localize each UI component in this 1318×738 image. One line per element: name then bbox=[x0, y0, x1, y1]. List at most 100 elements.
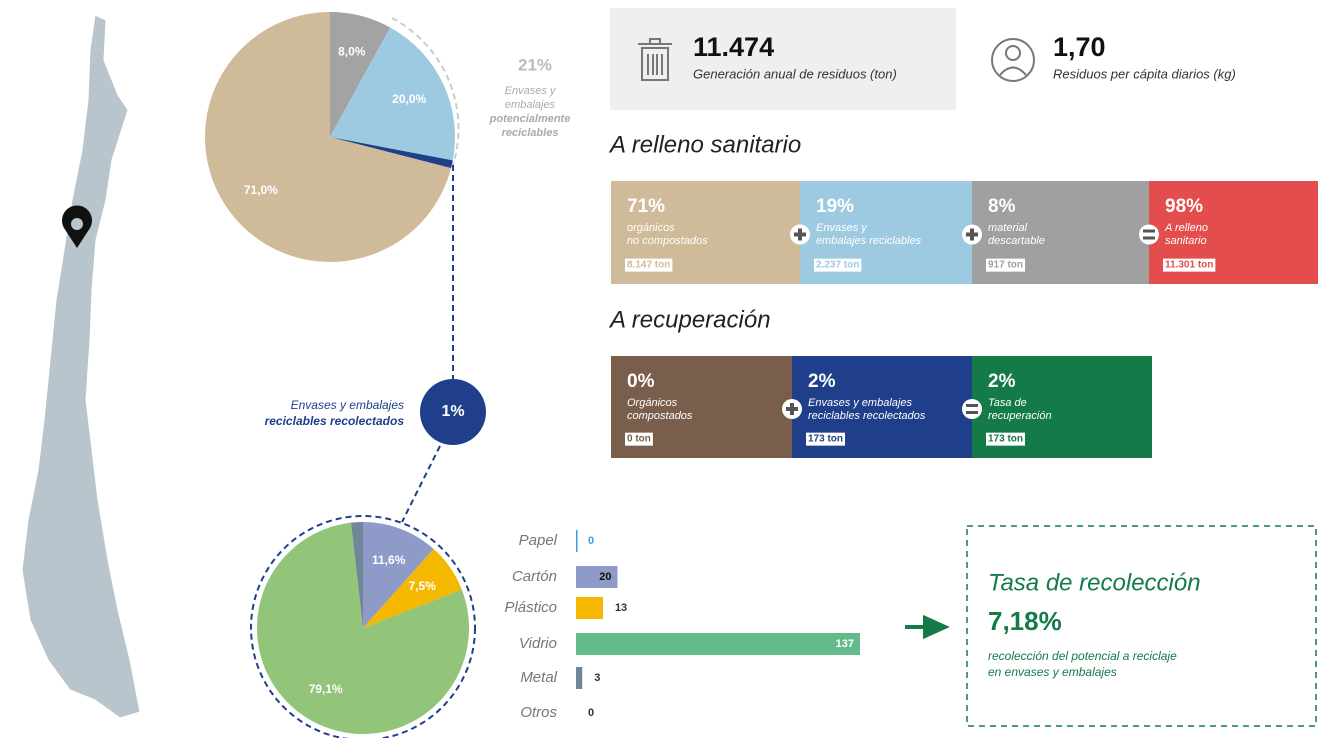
operator bbox=[966, 411, 978, 414]
collected-label: Envases y embalajes bbox=[291, 398, 404, 412]
segment-label: Orgánicos bbox=[627, 397, 678, 409]
bar-value: 20 bbox=[599, 571, 611, 583]
operator bbox=[966, 404, 978, 407]
ton-box bbox=[1163, 258, 1216, 272]
segment-pct: 71% bbox=[627, 196, 665, 217]
segment-label: recuperación bbox=[988, 410, 1052, 422]
rate-value: 7,18% bbox=[988, 606, 1062, 636]
operator bbox=[1139, 224, 1159, 245]
bar bbox=[576, 667, 583, 689]
segment-label: reciclables recolectados bbox=[808, 410, 926, 422]
person-icon bbox=[991, 38, 1035, 82]
segment-pct: 2% bbox=[808, 371, 836, 392]
slice-label: 8,0% bbox=[338, 44, 366, 58]
operator bbox=[798, 228, 802, 241]
pie-outline bbox=[250, 515, 476, 738]
segment-label: compostados bbox=[627, 410, 693, 422]
arrow bbox=[905, 614, 950, 640]
pie-slice bbox=[330, 12, 391, 137]
ton-box bbox=[986, 432, 1026, 446]
pie-slice bbox=[330, 137, 453, 169]
annotation: Envases y bbox=[505, 85, 557, 97]
slice-label: 11,6% bbox=[372, 553, 406, 567]
segment-pct: 19% bbox=[816, 196, 854, 217]
annotation: reciclables bbox=[502, 127, 559, 139]
segment-label: no compostados bbox=[627, 235, 708, 247]
annotation-value: 21% bbox=[518, 55, 552, 74]
segment-ton: 0 ton bbox=[627, 434, 651, 445]
bar-label: Otros bbox=[520, 704, 557, 721]
segment-label: descartable bbox=[988, 235, 1045, 247]
map-pin bbox=[62, 205, 92, 248]
segment-label: A relleno bbox=[1164, 222, 1208, 234]
bar-label: Papel bbox=[519, 532, 558, 549]
section-title: A relleno sanitario bbox=[608, 131, 801, 158]
segment-ton: 11.301 ton bbox=[1165, 260, 1213, 271]
collected-label: reciclables recolectados bbox=[265, 414, 405, 428]
segment-pct: 0% bbox=[627, 371, 655, 392]
segment-label: material bbox=[988, 222, 1028, 234]
segment-ton: 173 ton bbox=[808, 434, 843, 445]
operator bbox=[1143, 229, 1155, 233]
segment-ton: 8.147 ton bbox=[627, 260, 670, 271]
bar-value: 137 bbox=[836, 638, 854, 650]
segment-pct: 8% bbox=[988, 196, 1016, 217]
bar bbox=[576, 597, 603, 619]
segment-ton: 173 ton bbox=[988, 434, 1023, 445]
operator bbox=[962, 399, 982, 419]
segment-pct: 2% bbox=[988, 371, 1016, 392]
operator bbox=[970, 228, 974, 241]
bar-label: Plástico bbox=[504, 599, 557, 616]
segment-label: Envases y bbox=[816, 222, 868, 234]
slice-label: 7,5% bbox=[409, 579, 437, 593]
map bbox=[21, 14, 141, 719]
bar-label: Cartón bbox=[512, 568, 557, 585]
slice-label: 71,0% bbox=[244, 183, 278, 197]
bar bbox=[576, 530, 578, 552]
slice-label: 79,1% bbox=[309, 682, 343, 696]
bracket bbox=[391, 17, 460, 166]
segment-ton: 917 ton bbox=[988, 260, 1023, 271]
segment-label: Envases y embalajes bbox=[808, 397, 912, 409]
pie-slice bbox=[363, 548, 462, 628]
segment-ton: 2.237 ton bbox=[816, 260, 859, 271]
rate-text: recolección del potencial a reciclaje bbox=[988, 649, 1177, 663]
segment-label: embalajes reciclables bbox=[816, 235, 922, 247]
pie-slice bbox=[330, 27, 455, 161]
collected-circle bbox=[420, 379, 486, 445]
slice-label: 20,0% bbox=[392, 92, 426, 106]
bar-value: 0 bbox=[588, 707, 594, 719]
ton-box bbox=[625, 258, 673, 272]
ton-box bbox=[806, 432, 846, 446]
ton-box bbox=[625, 432, 653, 446]
section-title: A recuperación bbox=[608, 306, 771, 333]
bar-label: Vidrio bbox=[519, 635, 557, 652]
bar bbox=[576, 566, 618, 588]
bar bbox=[576, 633, 860, 655]
stat-value: 1,70 bbox=[1053, 32, 1106, 62]
segment-label: sanitario bbox=[1165, 235, 1207, 247]
stat-value: 11.474 bbox=[693, 32, 774, 62]
ton-box bbox=[814, 258, 862, 272]
segment-pct: 98% bbox=[1165, 196, 1203, 217]
stat-label: Residuos per cápita diarios (kg) bbox=[1053, 66, 1236, 81]
collected-value: 1% bbox=[441, 403, 464, 420]
segment-label: orgánicos bbox=[627, 222, 675, 234]
trash-icon bbox=[638, 38, 672, 81]
pie-slice bbox=[205, 12, 452, 262]
bar-label: Metal bbox=[520, 669, 557, 686]
rate-text: en envases y embalajes bbox=[988, 665, 1117, 679]
operator bbox=[1143, 236, 1155, 240]
pie-slice bbox=[363, 522, 434, 628]
bar-value: 13 bbox=[615, 602, 627, 614]
rate-title: Tasa de recolección bbox=[988, 569, 1201, 596]
operator bbox=[790, 403, 794, 415]
connector bbox=[401, 445, 441, 523]
annotation: embalajes bbox=[505, 99, 556, 111]
pie-slice bbox=[256, 522, 469, 734]
bar-value: 0 bbox=[588, 535, 594, 547]
segment-label: Tasa de bbox=[988, 397, 1027, 409]
stat-label: Generación anual de residuos (ton) bbox=[693, 66, 897, 81]
annotation: potencialmente bbox=[489, 113, 571, 125]
